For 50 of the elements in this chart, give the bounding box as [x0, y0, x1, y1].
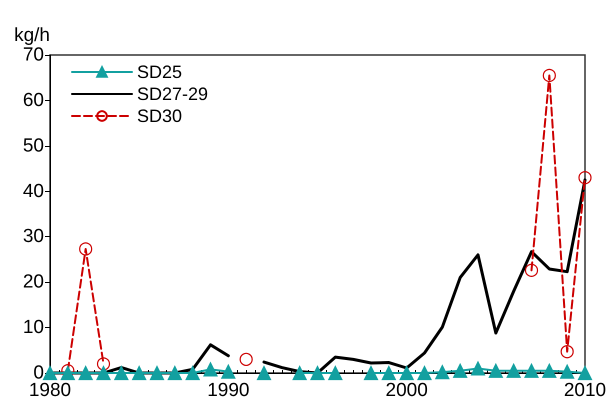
point — [96, 366, 111, 380]
point — [150, 366, 164, 380]
x-tick-label: 2000 — [386, 380, 428, 401]
y-tick-label: 60 — [22, 90, 44, 111]
y-tick-label: 30 — [22, 226, 44, 248]
point — [221, 364, 236, 379]
point — [542, 364, 556, 378]
legend-label: SD30 — [137, 106, 182, 126]
point — [578, 171, 592, 184]
point — [524, 364, 539, 378]
point — [524, 264, 538, 277]
point — [240, 352, 253, 366]
point — [364, 366, 378, 380]
point — [400, 366, 414, 380]
x-tick-label: 2010 — [564, 380, 606, 401]
y-tick-label: 40 — [22, 180, 44, 202]
point — [42, 366, 58, 380]
point — [96, 357, 110, 371]
point — [186, 366, 200, 380]
y-tick-label: 70 — [22, 44, 44, 66]
point — [168, 366, 182, 380]
point — [417, 366, 432, 380]
point — [578, 366, 592, 380]
point — [470, 361, 486, 376]
legend-label: SD25 — [137, 62, 182, 82]
point — [60, 366, 75, 380]
point — [310, 366, 325, 380]
x-tick-label: 1990 — [207, 380, 250, 401]
point — [506, 364, 521, 378]
point — [61, 364, 74, 378]
point — [560, 364, 574, 379]
point — [79, 242, 92, 256]
point — [542, 68, 556, 82]
point — [435, 364, 450, 380]
point — [328, 366, 342, 380]
point — [78, 366, 93, 380]
point — [488, 364, 503, 378]
y-axis-title: kg/h — [14, 25, 50, 46]
point — [114, 366, 128, 380]
point — [382, 366, 396, 380]
point — [292, 366, 307, 380]
point — [453, 364, 468, 378]
point — [560, 345, 574, 358]
point — [132, 366, 146, 380]
point — [256, 366, 272, 380]
point — [203, 362, 218, 376]
y-tick-label: 10 — [22, 317, 44, 338]
y-tick-label: 20 — [22, 272, 44, 293]
legend-label: SD27-29 — [137, 84, 208, 104]
y-tick-label: 50 — [22, 135, 44, 156]
